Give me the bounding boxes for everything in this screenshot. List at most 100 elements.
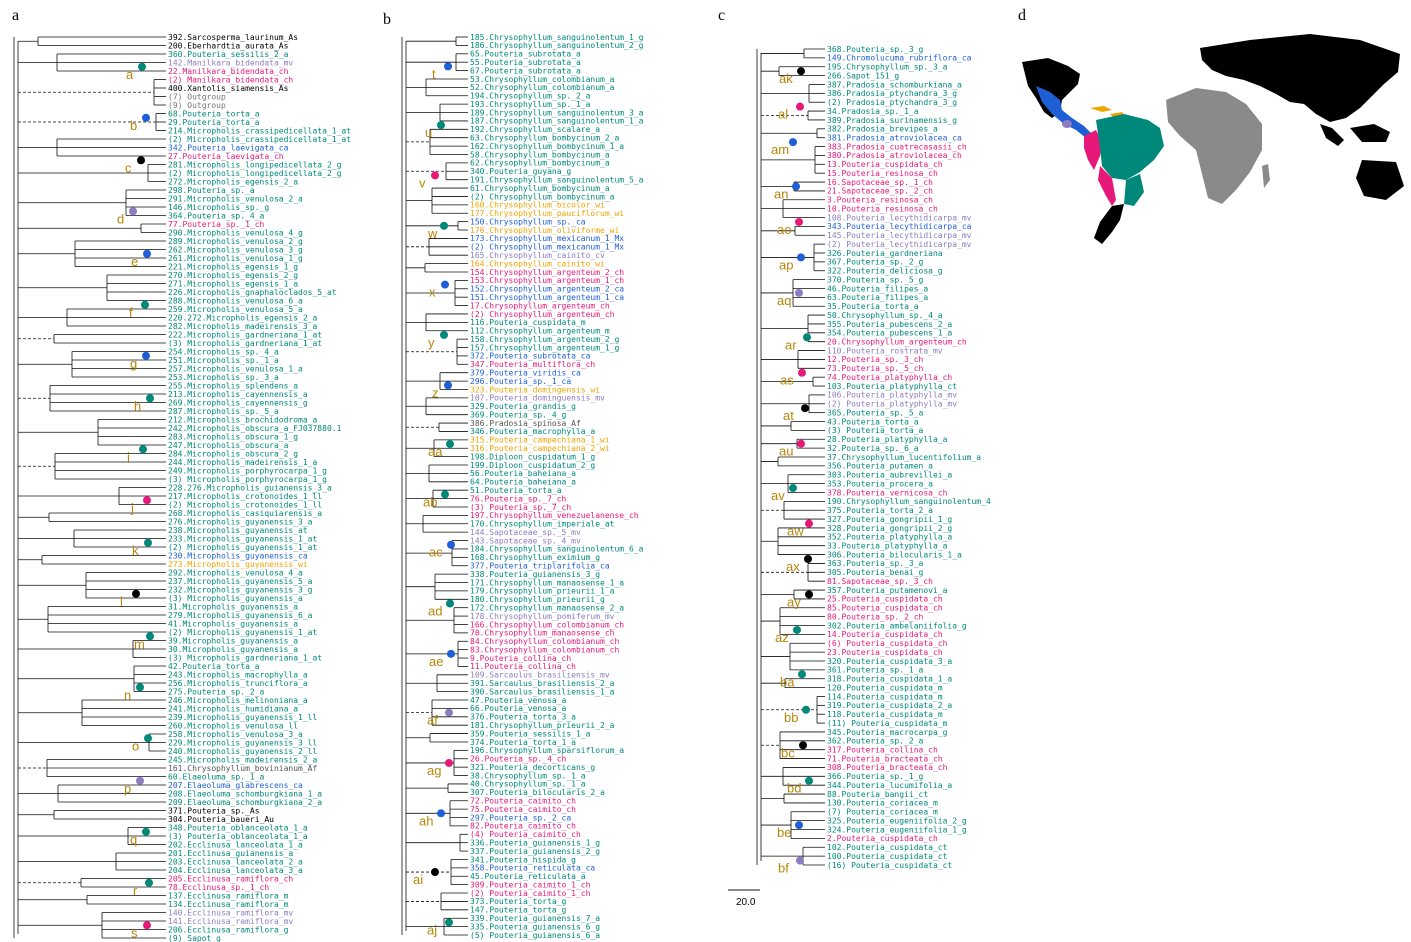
tip-label: 165.Chrysophyllum_cainito_cv (470, 251, 605, 260)
panel-label-d: d (1018, 7, 1026, 24)
node-support-marker (143, 249, 151, 258)
tip-label: 365.Pouteria_sp._5_a (827, 408, 924, 417)
tip-label: 386.Pradosia_spinosa_Af (470, 419, 581, 428)
tip-label: 383.Pradosia_cuatrecasasii_ch (827, 142, 967, 151)
tip-label: 85.Pouteria_cuspidata_ch (827, 604, 943, 613)
node-support-marker (447, 540, 455, 549)
tip-label: 207.Elaeoluma_glabrescens_ca (168, 781, 303, 790)
node-label: ad (428, 603, 442, 618)
tip-label: 328.Pouteria_gongripii_2_g (827, 524, 952, 533)
tip-label: (3) Pouteria_sp._7_ch (470, 503, 571, 512)
tip-label: 56.Pouteria_baheiana_a (470, 469, 576, 478)
tip-label: 259.Micropholis_venulosa_5_a (168, 305, 303, 314)
tip-label: (2) Micropholis_guyanensis_1_at (168, 543, 317, 552)
tip-label: 179.Chrysophyllum_prieurii_1_a (470, 587, 615, 596)
tip-label: 130.Pouteria_coriacea_m (827, 799, 938, 808)
tip-label: 32.Pouteria_sp._6_a (827, 444, 919, 453)
tip-label: 208.Elaeoluma_schomburgkiana_1_a (168, 789, 322, 798)
tip-label: 164.Chrysophyllum_cainito_wi (470, 259, 605, 268)
tip-label: 120.Pouteria_cuspidata_m (827, 683, 943, 692)
tip-label: 72.Pouteria_caimito_ch (470, 797, 576, 806)
tip-label: 292.Micropholis_venulosa_4_a (168, 568, 303, 577)
tip-label: 209.Elaeoluma_schomburgkiana_2_a (168, 798, 322, 807)
tip-label: 317.Pouteria_collina_ch (827, 745, 938, 754)
tip-label: 226.Micropholis_gnaphaloclados_5_at (168, 288, 337, 297)
tip-label: 266.Sapot_151_g (827, 71, 899, 80)
node-label: af (427, 713, 438, 728)
node-support-marker (446, 599, 454, 608)
tip-label: 16.Sapotaceae_sp._1_ch (827, 178, 933, 187)
tip-label: 195.Chrysophyllum_sp._3_a (827, 63, 948, 72)
node-support-marker (138, 62, 146, 71)
tip-label: (6) Pouteria_cuspidata_ch (827, 639, 948, 648)
tree-panel-c: 368.Pouteria_sp._3_g149.Chromolucuma_rub… (756, 45, 991, 876)
tip-label: 75.Pouteria_caimito_ch (470, 805, 576, 814)
tip-label: 337.Pouteria_guianensis_2_g (470, 847, 600, 856)
tip-label: 29.Pouteria_torta_a (168, 118, 260, 127)
tip-label: 392.Sarcosperma_laurinum_As (168, 33, 298, 42)
node-label: ag (427, 763, 441, 778)
tip-label: 50.Chrysophyllum_sp._4_a (827, 311, 943, 320)
tip-label: 214.Micropholis_crassipedicellata_1_at (168, 126, 351, 135)
tip-label: 191.Chrysophyllum_sanguinolentum_5_a (470, 175, 644, 184)
tip-label: 107.Pouteria_dominguensis_mv (470, 394, 605, 403)
tip-label: 355.Pouteria_pubescens_2_a (827, 320, 952, 329)
tree-panel-b: 185.Chrysophyllum_sanguinolentum_1_g186.… (401, 33, 644, 940)
node-label: k (132, 543, 139, 558)
tip-label: 372.Pouteria_subrotata_ca (470, 352, 591, 361)
node-support-marker (142, 351, 150, 360)
tip-label: 12.Pouteria_sp._3_ch (827, 355, 924, 364)
tip-label: (2) Micropholis_longipedicellata_2_g (168, 169, 342, 178)
tip-label: 302.Pouteria_ambelaniifolia_g (827, 621, 967, 630)
node-support-marker (802, 705, 810, 714)
tip-label: 283.Micropholis_obscura_1_g (168, 432, 298, 441)
tip-label: 242.Micropholis_obscura_a_FJ037880.1 (168, 424, 342, 433)
tip-label: 329.Pouteria_grandis_g (470, 402, 576, 411)
node-label: t (432, 66, 436, 81)
tip-label: 34.Pradosia_sp._1_a (827, 107, 919, 116)
node-label: aj (427, 922, 437, 937)
tip-label: 20.Chrysophyllum_argenteum_ch (827, 337, 967, 346)
tip-label: (9) Sapot_g (168, 934, 221, 942)
node-support-marker (805, 590, 813, 599)
node-label: p (124, 781, 131, 796)
node-label: b (130, 118, 137, 133)
tip-label: 315.Pouteria_campechiana_1_wi (470, 436, 610, 445)
tip-label: 276.Micropholis_guyanensis_3_a (168, 517, 313, 526)
node-label: a (126, 67, 134, 82)
node-support-marker (795, 288, 803, 297)
tree-panel-a: 392.Sarcosperma_laurinum_As200.Eberhardt… (13, 33, 351, 942)
tip-label: 108.Pouteria_lecythidicarpa_mv (827, 213, 972, 222)
tip-label: 162.Chrysophyllum_bombycinum_1_a (470, 142, 624, 151)
tip-label: 189.Chrysophyllum_sanguinolentum_3_a (470, 108, 644, 117)
tip-label: 378.Pouteria_vernicosa_ch (827, 488, 948, 497)
tip-label: 357.Pouteria_putamenovi_a (827, 586, 948, 595)
tip-label: 63.Pouteria_filipes_a (827, 293, 928, 302)
node-support-marker (789, 484, 797, 493)
map-old-world (1166, 34, 1404, 204)
node-support-marker (437, 809, 445, 818)
node-support-marker (431, 868, 439, 877)
tip-label: 241.Micropholis_humidiana_a (168, 704, 298, 713)
node-label: l (120, 594, 123, 609)
node-label: as (780, 373, 794, 388)
tip-label: 304.Pouteria_baueri_Au (168, 815, 274, 824)
tip-label: 362.Pouteria_sp._2_a (827, 737, 924, 746)
node-support-marker (447, 649, 455, 658)
panel-label-a: a (12, 7, 19, 24)
tip-label: 170.Chrysophyllum_imperiale_at (470, 520, 615, 529)
tip-label: 260.Micropholis_venulosa_ll (168, 721, 298, 730)
node-label: aq (777, 293, 791, 308)
node-support-marker (136, 776, 144, 785)
tip-label: 230.Micropholis_guyanensis_ca (168, 551, 308, 560)
tip-label: 240.Micropholis_guyanensis_2_ll (168, 747, 317, 756)
node-label: bc (781, 745, 795, 760)
tip-label: 325.Pouteria_eugeniifolia_2_g (827, 816, 967, 825)
tip-label: 321.Pouteria_decorticans_g (470, 763, 595, 772)
tip-label: 258.Micropholis_venulosa_3_a (168, 730, 303, 739)
tip-label: 55.Pouteria_subrotata_a (470, 58, 581, 67)
tip-label: 322.Pouteria_deliciosa_g (827, 267, 943, 276)
tip-label: 309.Pouteria_caimito_1_ch (470, 880, 591, 889)
tip-label: 65.Pouteria_subrotata_a (470, 50, 581, 59)
tip-label: 353.Pouteria_procera_a (827, 479, 933, 488)
